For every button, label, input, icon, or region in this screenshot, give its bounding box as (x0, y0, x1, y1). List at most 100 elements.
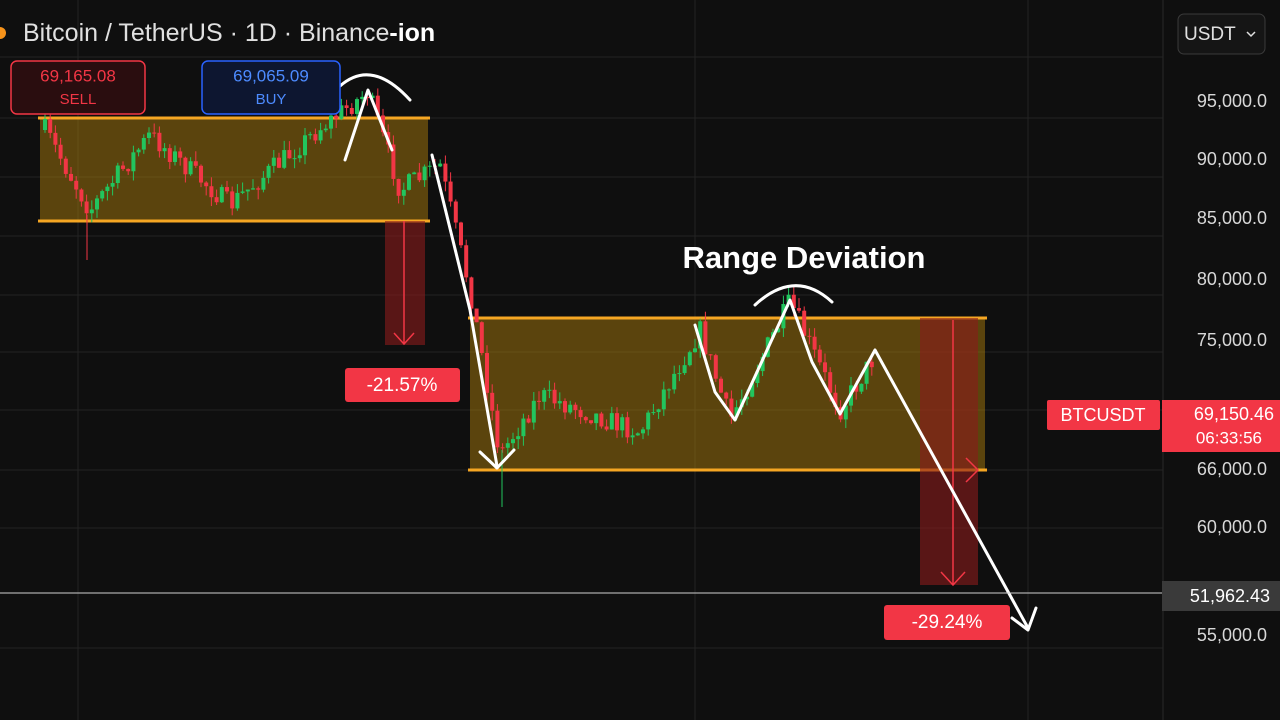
candle-body (791, 294, 796, 309)
candle-body (115, 165, 120, 184)
candle-body (193, 161, 198, 166)
candle-body (713, 355, 718, 379)
candle-body (167, 148, 172, 162)
currency-button[interactable]: USDT (1177, 13, 1266, 55)
candle-body (708, 354, 713, 356)
candle-body (495, 410, 500, 448)
candle-body (162, 148, 167, 152)
candle-body (505, 443, 510, 448)
title-text: Bitcoin / TetherUS · 1D · Binance (23, 19, 389, 47)
candle-body (734, 407, 739, 417)
candle-body (843, 405, 848, 420)
candle-body (869, 361, 874, 368)
price-axis-label: 85,000.0 (1197, 208, 1267, 228)
candle-body (266, 165, 271, 178)
price-axis: 95,000.0 90,000.0 85,000.0 80,000.0 75,000.0… (1197, 91, 1267, 645)
candle-body (48, 119, 53, 133)
candle-body (105, 186, 110, 192)
candle-body (147, 132, 151, 138)
candle-body (188, 161, 193, 175)
candle-body (79, 189, 84, 202)
candle-body (303, 135, 307, 156)
candle-body (448, 181, 453, 202)
candle-body (443, 163, 448, 182)
candle-body (349, 107, 354, 114)
candle-body (625, 417, 630, 438)
candle-body (209, 186, 214, 198)
candle-body (245, 189, 250, 192)
crosshair-price-box (1162, 581, 1280, 611)
candle-body (573, 404, 578, 411)
sell-button[interactable]: 69,165.08 SELL (10, 60, 146, 115)
candle-body (271, 157, 276, 166)
title-suffix: -ion (389, 19, 435, 47)
candle-body (547, 389, 552, 391)
candle-body (438, 163, 443, 167)
candle-body (277, 157, 281, 168)
crosshair-price: 51,962.43 (1190, 586, 1270, 606)
candle-body (620, 417, 625, 431)
price-axis-label: 80,000.0 (1197, 269, 1267, 289)
candle-body (667, 389, 671, 391)
candle-body (511, 439, 515, 444)
top-arc (338, 73, 412, 102)
candle-body (235, 192, 240, 209)
candle-body (646, 412, 651, 430)
candle-body (729, 398, 734, 417)
candle-body (121, 165, 125, 169)
candle-body (651, 412, 656, 414)
candle-body (828, 372, 833, 393)
candle-body (599, 413, 604, 427)
price-axis-label: 95,000.0 (1197, 91, 1267, 111)
sell-price: 69,165.08 (40, 66, 116, 85)
candle-body (141, 137, 146, 150)
candle-body (84, 201, 89, 214)
candle-body (422, 166, 427, 181)
candle-body (261, 177, 266, 190)
candle-body (693, 348, 697, 353)
candle-body (370, 95, 375, 99)
candle-body (453, 201, 458, 223)
candle-body (308, 134, 313, 136)
top-arc (753, 284, 834, 307)
candle-body (334, 115, 339, 119)
candle-body (297, 155, 302, 159)
drop-label-box (884, 605, 1010, 640)
candle-body (698, 321, 703, 349)
candle-body (464, 245, 469, 278)
annotation-title: Range Deviation (683, 240, 926, 275)
candle-body (183, 157, 188, 175)
candle-body (407, 174, 411, 190)
candle-body (459, 222, 463, 246)
candle-body (557, 401, 562, 404)
candle-body (100, 191, 105, 199)
sell-label: SELL (60, 91, 97, 108)
candle-body (214, 197, 219, 203)
candle-body (282, 150, 287, 168)
drop-arrow-head (940, 571, 966, 587)
candle-body (219, 187, 224, 203)
price-axis-label: 55,000.0 (1197, 625, 1267, 645)
last-price: 69,150.46 (1194, 404, 1274, 424)
candle-body (178, 151, 183, 158)
candle-body (802, 310, 807, 336)
candle-body (339, 105, 344, 119)
zigzag (693, 298, 1030, 630)
arrow-head (965, 457, 980, 483)
candle-body (521, 418, 526, 437)
drop-label: -29.24% (912, 612, 983, 633)
candle-body (152, 132, 157, 134)
candle-body (292, 158, 297, 160)
buy-button[interactable]: 69,065.09 BUY (201, 60, 341, 115)
candle-body (615, 413, 619, 431)
last-price-box (1162, 400, 1280, 452)
drop-line (430, 153, 499, 468)
buy-box (201, 60, 341, 115)
drop-label-box (345, 368, 460, 402)
currency-box (1177, 13, 1266, 55)
symbol-title: Bitcoin / TetherUS · 1D · Binance-ion (23, 19, 435, 47)
candle-body (313, 134, 318, 141)
candle-body (823, 362, 827, 373)
